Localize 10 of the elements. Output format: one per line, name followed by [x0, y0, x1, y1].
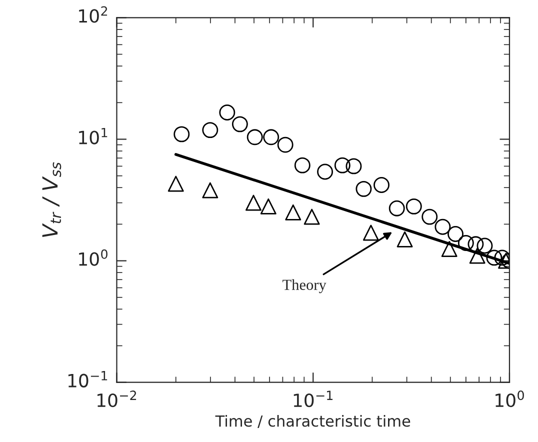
- x-tick-label: 10$^{−2}$: [98, 390, 136, 408]
- y-tick-label: 10$^{−1}$: [68, 371, 108, 388]
- y-axis-title: V$_{tr}$ / V$_{ss}$: [42, 162, 62, 238]
- y-tick-label: 10$^{1}$: [79, 128, 108, 144]
- annotation: Theory: [282, 279, 326, 294]
- y-tick-label: 10$^{0}$: [79, 249, 108, 266]
- x-tick-label: 10$^{−1}$: [294, 390, 333, 408]
- x-axis-title: Time / characteristic time: [215, 414, 410, 428]
- x-tick-label: 10$^{0}$: [496, 390, 524, 408]
- y-tick-label: 10$^{2}$: [79, 6, 108, 23]
